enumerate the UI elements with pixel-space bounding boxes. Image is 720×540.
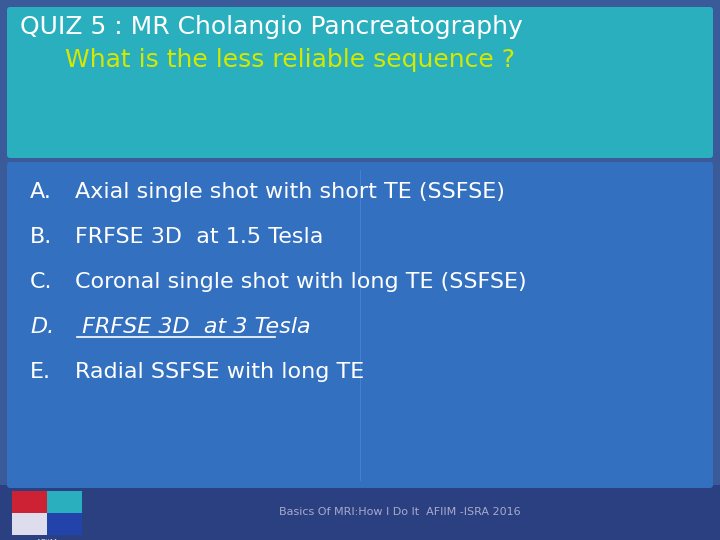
FancyBboxPatch shape xyxy=(7,7,713,158)
Text: Coronal single shot with long TE (SSFSE): Coronal single shot with long TE (SSFSE) xyxy=(75,272,526,292)
FancyBboxPatch shape xyxy=(0,485,720,540)
FancyBboxPatch shape xyxy=(12,513,47,535)
Text: Axial single shot with short TE (SSFSE): Axial single shot with short TE (SSFSE) xyxy=(75,182,505,202)
Text: A.: A. xyxy=(30,182,52,202)
Text: C.: C. xyxy=(30,272,53,292)
FancyBboxPatch shape xyxy=(47,513,82,535)
Text: E.: E. xyxy=(30,362,51,382)
Text: What is the less reliable sequence ?: What is the less reliable sequence ? xyxy=(65,48,515,72)
Text: AFiiM: AFiiM xyxy=(36,539,58,540)
FancyBboxPatch shape xyxy=(12,491,47,513)
Text: Basics Of MRI:How I Do It  AFIIM -ISRA 2016: Basics Of MRI:How I Do It AFIIM -ISRA 20… xyxy=(279,507,521,517)
Text: B.: B. xyxy=(30,227,53,247)
FancyBboxPatch shape xyxy=(47,491,82,513)
Text: FRFSE 3D  at 1.5 Tesla: FRFSE 3D at 1.5 Tesla xyxy=(75,227,323,247)
Text: FRFSE 3D  at 3 Tesla: FRFSE 3D at 3 Tesla xyxy=(75,317,310,337)
Text: QUIZ 5 : MR Cholangio Pancreatography: QUIZ 5 : MR Cholangio Pancreatography xyxy=(20,15,523,39)
Text: D.: D. xyxy=(30,317,54,337)
Text: Radial SSFSE with long TE: Radial SSFSE with long TE xyxy=(75,362,364,382)
FancyBboxPatch shape xyxy=(7,162,713,488)
